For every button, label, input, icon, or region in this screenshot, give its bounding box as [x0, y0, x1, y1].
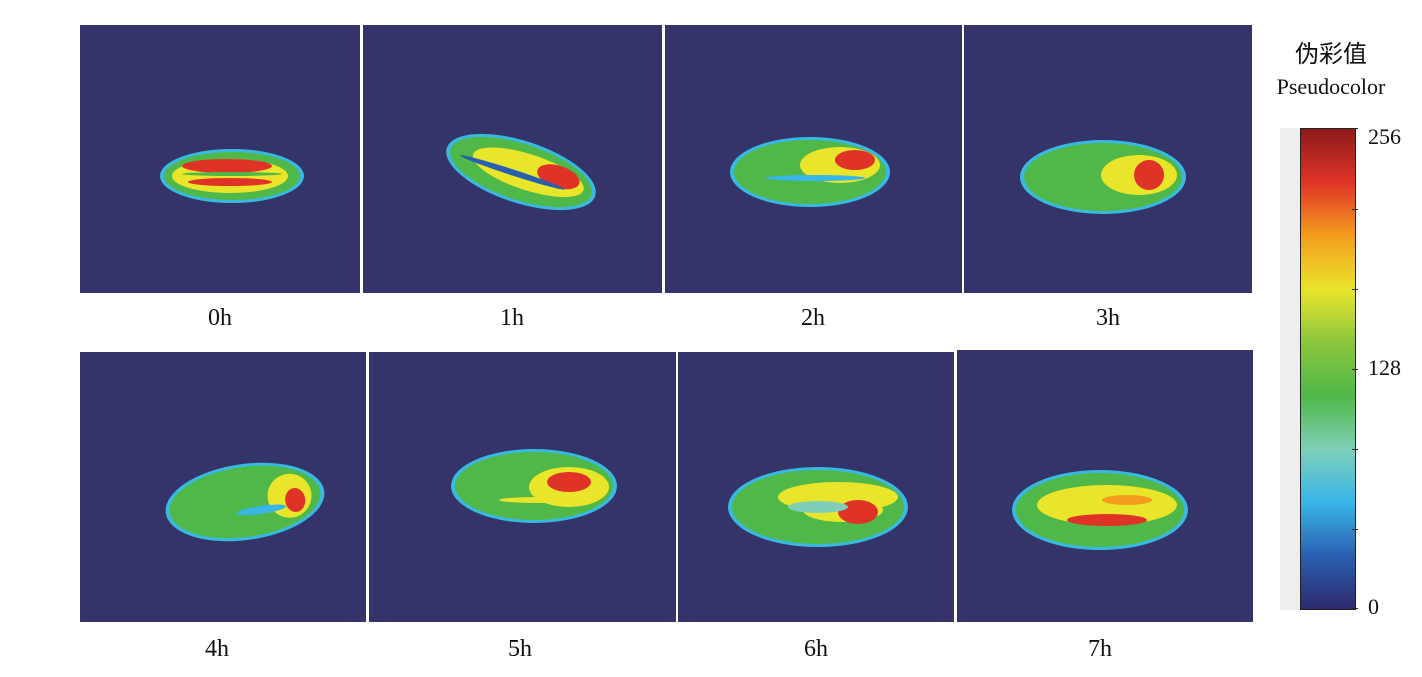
time-label-3h: 3h [1096, 305, 1120, 331]
colorbar-tick [1352, 449, 1358, 450]
colorbar-max-label: 256 [1368, 124, 1401, 149]
seed-image-3h [964, 25, 1252, 293]
colorbar-title-en: Pseudocolor [1276, 74, 1386, 99]
colorbar-mid-label: 128 [1368, 355, 1401, 380]
time-label-7h: 7h [1088, 636, 1112, 662]
colorbar-tick [1352, 369, 1358, 370]
seed-image-4h [80, 352, 366, 622]
seed-image-5h [369, 352, 676, 622]
seed-image-1h [363, 25, 662, 293]
time-label-4h: 4h [205, 636, 229, 662]
seed-image-2h [665, 25, 962, 293]
colorbar-tick [1352, 128, 1358, 129]
colorbar-shadow [1280, 128, 1302, 610]
colorbar-min-label: 0 [1368, 594, 1379, 619]
colorbar-tick [1352, 289, 1358, 290]
colorbar-tick [1352, 529, 1358, 530]
seed-image-0h [80, 25, 360, 293]
seed-image-7h [957, 350, 1253, 622]
time-label-1h: 1h [500, 305, 524, 331]
colorbar-tick [1352, 209, 1358, 210]
colorbar-tick [1352, 608, 1358, 609]
time-label-6h: 6h [804, 636, 828, 662]
time-label-5h: 5h [508, 636, 532, 662]
time-label-2h: 2h [801, 305, 825, 331]
colorbar [1300, 128, 1356, 610]
time-label-0h: 0h [208, 305, 232, 331]
seed-image-6h [678, 352, 954, 622]
colorbar-title-cn: 伪彩值 [1295, 42, 1367, 68]
